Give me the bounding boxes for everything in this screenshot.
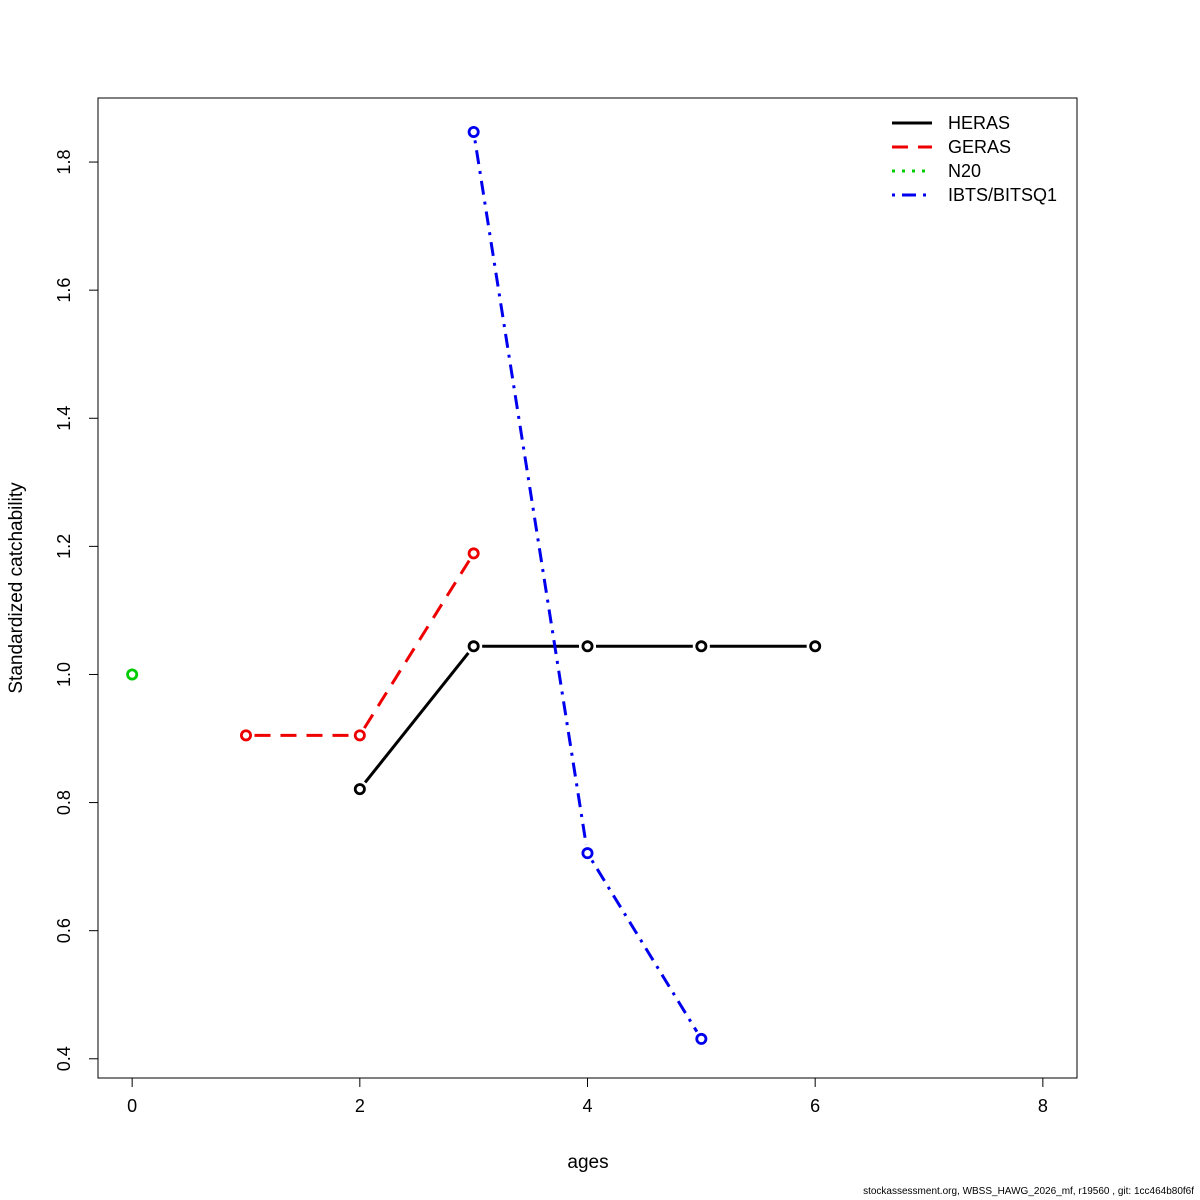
x-axis: 0 2 4 6 8 [127,1077,1048,1116]
data-point [695,640,708,653]
y-tick-label: 1.8 [54,150,74,175]
data-point [353,783,366,796]
x-tick-label: 2 [355,1096,365,1116]
x-tick-label: 8 [1038,1096,1048,1116]
data-point [467,640,480,653]
x-axis-title: ages [567,1152,608,1173]
y-tick-label: 0.8 [54,790,74,815]
data-point [581,847,594,860]
series-layer [126,125,822,1045]
series-n20 [126,668,139,681]
x-tick-label: 6 [810,1096,820,1116]
plot-frame [97,97,1078,1079]
series-line-segment [590,859,699,1033]
x-tick-label: 0 [127,1096,137,1116]
legend-label: HERAS [948,113,1010,133]
data-point [581,640,594,653]
y-axis: 0.4 0.6 0.8 1.0 1.2 1.4 1.6 1.8 [54,150,99,1071]
y-axis-title: Standardized catchability [6,482,27,694]
series-line-segment [473,140,588,846]
y-tick-label: 1.2 [54,534,74,559]
data-point [695,1032,708,1045]
data-point [126,668,139,681]
y-tick-label: 1.6 [54,278,74,303]
legend-label: GERAS [948,137,1011,157]
series-geras [239,547,480,742]
data-point [467,125,480,138]
footer-text: stockassessment.org, WBSS_HAWG_2026_mf, … [863,1186,1194,1197]
series-heras [353,640,822,796]
data-point [809,640,822,653]
y-tick-label: 0.4 [54,1046,74,1071]
series-line-segment [363,651,470,784]
x-tick-label: 4 [582,1096,592,1116]
series-line-segment [363,559,471,729]
legend-label: IBTS/BITSQ1 [948,185,1057,205]
legend-label: N20 [948,161,981,181]
series-ibts-bitsq1 [467,125,708,1045]
data-point [353,729,366,742]
legend: HERAS GERAS N20 IBTS/BITSQ1 [892,113,1057,205]
y-tick-label: 0.6 [54,918,74,943]
y-tick-label: 1.0 [54,662,74,687]
data-point [239,729,252,742]
y-tick-label: 1.4 [54,406,74,431]
data-point [467,547,480,560]
